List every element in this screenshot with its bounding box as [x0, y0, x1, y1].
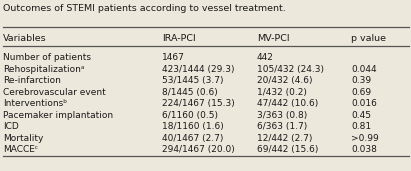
Text: Re-infarction: Re-infarction	[3, 76, 61, 85]
Text: 8/1445 (0.6): 8/1445 (0.6)	[162, 88, 218, 97]
Text: 294/1467 (20.0): 294/1467 (20.0)	[162, 145, 235, 154]
Text: 20/432 (4.6): 20/432 (4.6)	[257, 76, 312, 85]
Text: 6/363 (1.7): 6/363 (1.7)	[257, 122, 307, 131]
Text: 69/442 (15.6): 69/442 (15.6)	[257, 145, 318, 154]
Text: Cerebrovascular event: Cerebrovascular event	[3, 88, 106, 97]
Text: Interventionsᵇ: Interventionsᵇ	[3, 99, 67, 108]
Text: IRA-PCI: IRA-PCI	[162, 34, 196, 43]
Text: ICD: ICD	[3, 122, 19, 131]
Text: 442: 442	[257, 53, 274, 62]
Text: Outcomes of STEMI patients according to vessel treatment.: Outcomes of STEMI patients according to …	[3, 4, 286, 13]
Text: 1/432 (0.2): 1/432 (0.2)	[257, 88, 307, 97]
Text: Pacemaker implantation: Pacemaker implantation	[3, 111, 113, 120]
Text: Variables: Variables	[3, 34, 47, 43]
Text: Number of patients: Number of patients	[3, 53, 91, 62]
Text: p value: p value	[351, 34, 386, 43]
Text: >0.99: >0.99	[351, 134, 379, 143]
Text: 0.044: 0.044	[351, 65, 377, 74]
Text: 6/1160 (0.5): 6/1160 (0.5)	[162, 111, 218, 120]
Text: Rehospitalizationᵃ: Rehospitalizationᵃ	[3, 65, 85, 74]
Text: 0.038: 0.038	[351, 145, 377, 154]
Text: 0.39: 0.39	[351, 76, 372, 85]
Text: 423/1444 (29.3): 423/1444 (29.3)	[162, 65, 235, 74]
Text: 0.016: 0.016	[351, 99, 377, 108]
Text: 18/1160 (1.6): 18/1160 (1.6)	[162, 122, 224, 131]
Text: 1467: 1467	[162, 53, 185, 62]
Text: 3/363 (0.8): 3/363 (0.8)	[257, 111, 307, 120]
Text: 53/1445 (3.7): 53/1445 (3.7)	[162, 76, 224, 85]
Text: 40/1467 (2.7): 40/1467 (2.7)	[162, 134, 224, 143]
Text: 0.45: 0.45	[351, 111, 372, 120]
Text: Mortality: Mortality	[3, 134, 44, 143]
Text: 0.69: 0.69	[351, 88, 372, 97]
Text: MV-PCI: MV-PCI	[257, 34, 289, 43]
Text: MACCEᶜ: MACCEᶜ	[3, 145, 38, 154]
Text: 12/442 (2.7): 12/442 (2.7)	[257, 134, 312, 143]
Text: 105/432 (24.3): 105/432 (24.3)	[257, 65, 324, 74]
Text: 0.81: 0.81	[351, 122, 372, 131]
Text: 224/1467 (15.3): 224/1467 (15.3)	[162, 99, 235, 108]
Text: 47/442 (10.6): 47/442 (10.6)	[257, 99, 318, 108]
